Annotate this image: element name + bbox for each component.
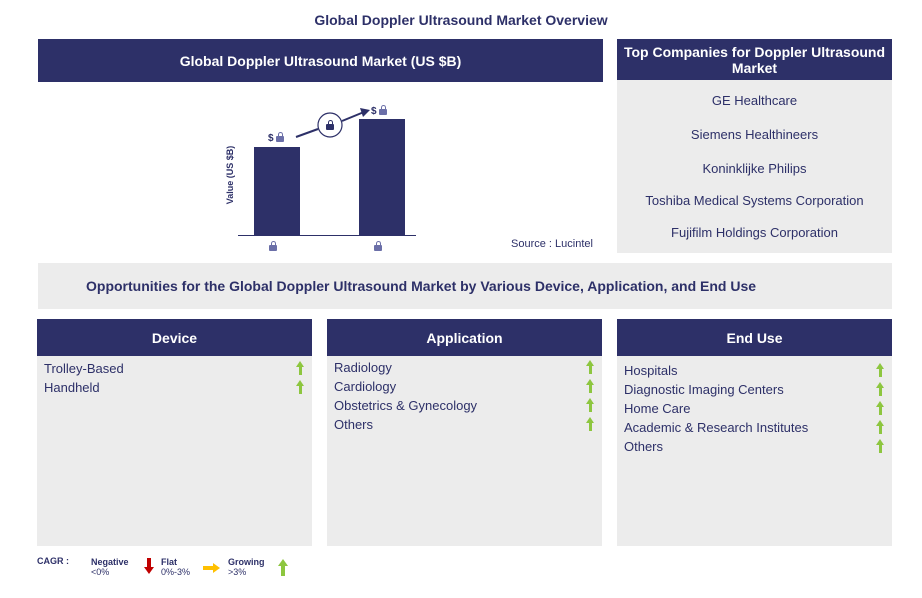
application-header: Application (327, 319, 602, 356)
bar-1-value-label: $ (268, 133, 274, 144)
company-item: Koninklijke Philips (702, 161, 807, 176)
growing-arrow-icon (586, 360, 594, 374)
legend-negative: Negative <0% (91, 557, 129, 577)
segment-row: Others (624, 437, 884, 455)
growing-arrow-icon (876, 420, 884, 434)
end-use-header: End Use (617, 319, 892, 356)
x-axis-line (238, 235, 416, 236)
bar-1 (254, 147, 300, 235)
companies-header: Top Companies for Doppler Ultrasound Mar… (617, 39, 892, 80)
end-use-panel: End Use Hospitals Diagnostic Imaging Cen… (617, 319, 892, 546)
bar-2 (359, 119, 405, 235)
legend-growing: Growing >3% (228, 557, 265, 577)
growing-arrow-icon (586, 379, 594, 393)
growing-arrow-icon (586, 417, 594, 431)
company-item: Fujifilm Holdings Corporation (671, 225, 838, 240)
company-item: Siemens Healthineers (690, 127, 819, 142)
x-label-lock-icon (374, 241, 382, 251)
device-panel: Device Trolley-Based Handheld (37, 319, 312, 546)
lock-icon (276, 132, 284, 142)
chart-header: Global Doppler Ultrasound Market (US $B) (38, 39, 603, 82)
growing-arrow-icon (876, 382, 884, 396)
y-axis-label: Value (US $B) (225, 145, 235, 205)
growing-arrow-icon (586, 398, 594, 412)
segment-row: Others (334, 415, 594, 433)
segment-row: Cardiology (334, 377, 594, 395)
flat-arrow-icon (203, 563, 220, 573)
opportunities-banner: Opportunities for the Global Doppler Ult… (38, 263, 892, 309)
growing-arrow-icon (296, 380, 304, 394)
segment-row: Handheld (44, 378, 304, 396)
source-note: Source : Lucintel (511, 238, 593, 250)
growing-arrow-icon (876, 439, 884, 453)
application-panel: Application Radiology Cardiology Obstetr… (327, 319, 602, 546)
growing-arrow-icon (876, 401, 884, 415)
growing-arrow-icon (876, 363, 884, 377)
legend-flat: Flat 0%-3% (161, 557, 191, 577)
device-header: Device (37, 319, 312, 356)
segment-row: Hospitals (624, 361, 884, 379)
company-item: GE Healthcare (711, 93, 798, 108)
segment-row: Trolley-Based (44, 359, 304, 377)
x-label-lock-icon (269, 241, 277, 251)
bar-chart: Value (US $B) $ $ (200, 95, 440, 255)
growing-arrow-icon (296, 361, 304, 375)
opportunities-title: Opportunities for the Global Doppler Ult… (86, 278, 757, 294)
segment-row: Radiology (334, 358, 594, 376)
companies-list: GE Healthcare Siemens Healthineers Konin… (617, 80, 892, 253)
segment-row: Home Care (624, 399, 884, 417)
segment-row: Obstetrics & Gynecology (334, 396, 594, 414)
company-item: Toshiba Medical Systems Corporation (645, 193, 864, 208)
cagr-lock-icon (326, 120, 334, 130)
growing-arrow-icon (278, 559, 288, 576)
bar-2-value-label: $ (371, 106, 377, 117)
growth-arrow-icon (295, 108, 370, 138)
negative-arrow-icon (144, 558, 154, 574)
segment-row: Academic & Research Institutes (624, 418, 884, 436)
segment-row: Diagnostic Imaging Centers (624, 380, 884, 398)
page-title: Global Doppler Ultrasound Market Overvie… (314, 12, 608, 28)
legend-label: CAGR : (37, 556, 69, 566)
lock-icon (379, 105, 387, 115)
